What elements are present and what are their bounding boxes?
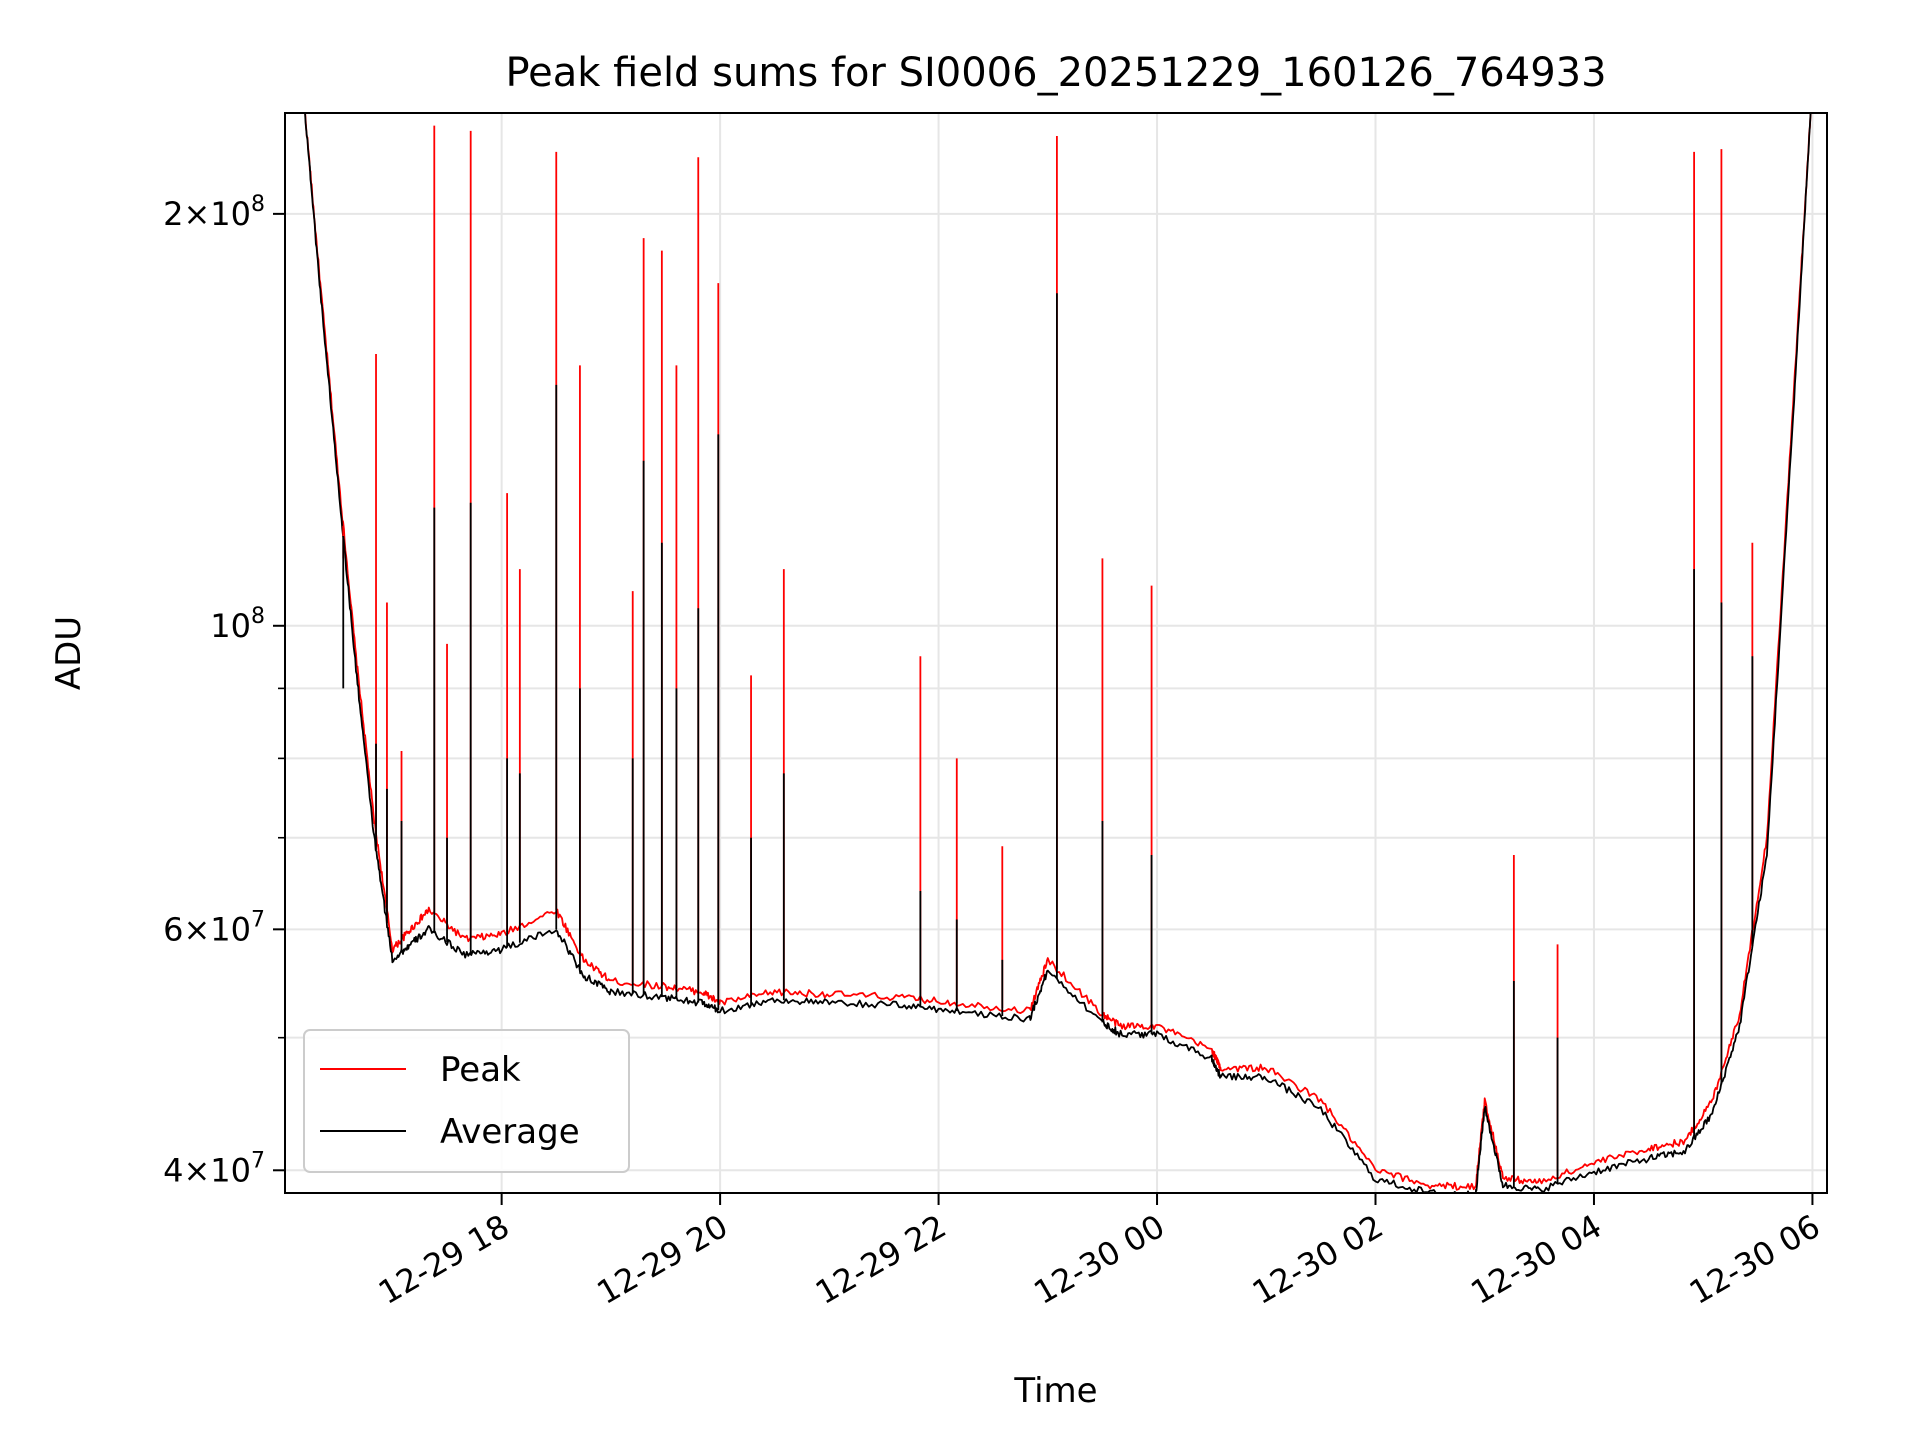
series-line-peak — [304, 113, 1812, 1191]
legend-label-average: Average — [440, 1112, 580, 1152]
y-axis-label: ADU — [49, 616, 89, 690]
chart-title: Peak field sums for SI0006_20251229_1601… — [505, 50, 1606, 96]
x-axis-label: Time — [1013, 1371, 1097, 1411]
y-axis: 4×107 6×107 108 2×108 — [163, 192, 285, 1189]
y-tick-label: 4×107 — [163, 1148, 265, 1189]
y-tick-label: 2×108 — [163, 192, 265, 233]
legend: Peak Average — [303, 1029, 630, 1173]
series-layer — [304, 113, 1812, 1193]
plot-frame — [284, 112, 1828, 1194]
series-line-average — [304, 113, 1812, 1193]
legend-box — [303, 1029, 630, 1173]
y-tick-label: 108 — [210, 604, 265, 645]
y-tick-label: 6×107 — [163, 907, 265, 948]
legend-label-peak: Peak — [440, 1050, 521, 1090]
